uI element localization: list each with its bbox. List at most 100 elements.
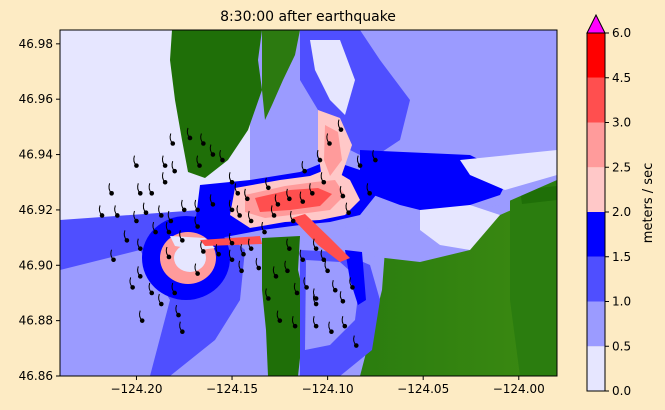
particle-marker bbox=[266, 185, 271, 191]
particle-marker bbox=[346, 210, 351, 215]
x-tick-label: −124.00 bbox=[493, 382, 545, 396]
offshore-outer bbox=[60, 250, 170, 376]
particle-marker bbox=[170, 141, 176, 146]
particle-marker bbox=[162, 179, 168, 185]
particle-marker bbox=[111, 257, 116, 263]
particle-marker bbox=[201, 249, 206, 254]
particle-marker bbox=[239, 268, 244, 274]
particle-marker bbox=[237, 213, 242, 218]
east-channel-light bbox=[460, 150, 557, 190]
particle-marker bbox=[210, 152, 216, 157]
particle-marker bbox=[162, 163, 168, 168]
particle-marker bbox=[166, 229, 172, 235]
particle-marker bbox=[195, 224, 200, 229]
particle-marker bbox=[130, 285, 135, 290]
particle-marker bbox=[172, 168, 177, 174]
particle-marker bbox=[137, 274, 143, 279]
particle-marker bbox=[245, 196, 250, 202]
colorbar-segment bbox=[587, 212, 605, 257]
particle-marker bbox=[304, 285, 309, 290]
particle-marker bbox=[149, 290, 155, 296]
particle-marker bbox=[353, 343, 359, 348]
particle-marker bbox=[181, 207, 187, 213]
colorbar-tick-label: 0.0 bbox=[612, 384, 631, 398]
particle-marker bbox=[277, 318, 283, 323]
particle-marker bbox=[124, 238, 130, 243]
particle-marker bbox=[292, 323, 298, 329]
colorbar-segment bbox=[587, 301, 605, 347]
colorbar-tick-label: 0.5 bbox=[612, 339, 631, 353]
particle-markers bbox=[98, 119, 378, 348]
particle-marker bbox=[134, 163, 139, 168]
colorbar: 0.0 0.5 1.0 1.5 2.0 2.5 3.0 4.5 6.0 bbox=[586, 13, 631, 398]
particle-marker bbox=[229, 207, 235, 213]
particle-marker bbox=[195, 271, 200, 276]
particle-marker bbox=[159, 301, 164, 307]
particle-marker bbox=[300, 257, 306, 263]
particle-marker bbox=[294, 290, 300, 296]
particle-marker bbox=[266, 296, 271, 301]
particle-marker bbox=[273, 274, 279, 279]
particle-marker bbox=[342, 323, 348, 329]
chart-title: 8:30:00 after earthquake bbox=[220, 9, 396, 25]
y-tick-label: 46.90 bbox=[19, 258, 53, 272]
colorbar-segment bbox=[587, 33, 605, 78]
particle-marker bbox=[172, 290, 177, 296]
particle-marker bbox=[285, 268, 290, 274]
particle-marker bbox=[373, 157, 378, 163]
particle-marker bbox=[332, 287, 338, 293]
south-jet bbox=[292, 214, 350, 262]
particle-marker bbox=[229, 257, 235, 263]
particle-marker bbox=[210, 202, 216, 207]
particle-marker bbox=[159, 213, 164, 218]
y-tick-label: 46.86 bbox=[19, 369, 53, 383]
particle-marker bbox=[271, 213, 277, 218]
particle-marker bbox=[134, 218, 139, 224]
colorbar-tick-label: 2.5 bbox=[612, 160, 631, 174]
colorbar-tick-label: 1.5 bbox=[612, 250, 631, 264]
particle-marker bbox=[313, 246, 319, 251]
particle-marker bbox=[201, 141, 206, 146]
particle-marker bbox=[262, 229, 267, 235]
particle-marker bbox=[137, 246, 143, 251]
colorbar-segment bbox=[587, 77, 605, 123]
particle-marker bbox=[180, 329, 185, 335]
particle-marker bbox=[248, 218, 254, 224]
particle-marker bbox=[325, 268, 330, 274]
particle-marker bbox=[176, 312, 181, 318]
particle-marker bbox=[248, 246, 254, 251]
particle-marker bbox=[229, 240, 235, 246]
particle-marker bbox=[180, 238, 185, 243]
particle-marker bbox=[235, 191, 241, 196]
particle-marker bbox=[168, 218, 174, 224]
particle-marker bbox=[340, 193, 346, 199]
particle-marker bbox=[290, 218, 296, 224]
particle-marker bbox=[143, 210, 149, 215]
particle-marker bbox=[287, 196, 292, 202]
colorbar-segment bbox=[587, 122, 605, 168]
bay-south-light bbox=[420, 205, 500, 250]
particle-marker bbox=[329, 329, 334, 335]
channel-north bbox=[310, 40, 355, 115]
colorbar-extend-arrow bbox=[586, 13, 606, 34]
particle-marker bbox=[115, 213, 120, 218]
y-tick-label: 46.96 bbox=[19, 92, 53, 106]
east-land bbox=[510, 170, 557, 376]
y-tick-label: 46.98 bbox=[19, 37, 53, 51]
particle-marker bbox=[350, 285, 355, 290]
particle-marker bbox=[216, 251, 221, 257]
colorbar-label: meters / sec bbox=[641, 163, 656, 243]
particle-marker bbox=[220, 157, 225, 163]
eddy-core bbox=[174, 244, 206, 272]
south-channel-fast bbox=[345, 250, 366, 305]
colorbar-tick-label: 2.0 bbox=[612, 205, 631, 219]
x-tick-label: −124.10 bbox=[302, 382, 354, 396]
particle-marker bbox=[310, 191, 315, 196]
particle-marker bbox=[241, 251, 246, 257]
particle-marker bbox=[321, 179, 327, 185]
se-land bbox=[360, 190, 557, 376]
particle-marker bbox=[357, 163, 363, 168]
particle-marker bbox=[153, 229, 158, 235]
colorbar-tick-label: 3.0 bbox=[612, 116, 631, 130]
